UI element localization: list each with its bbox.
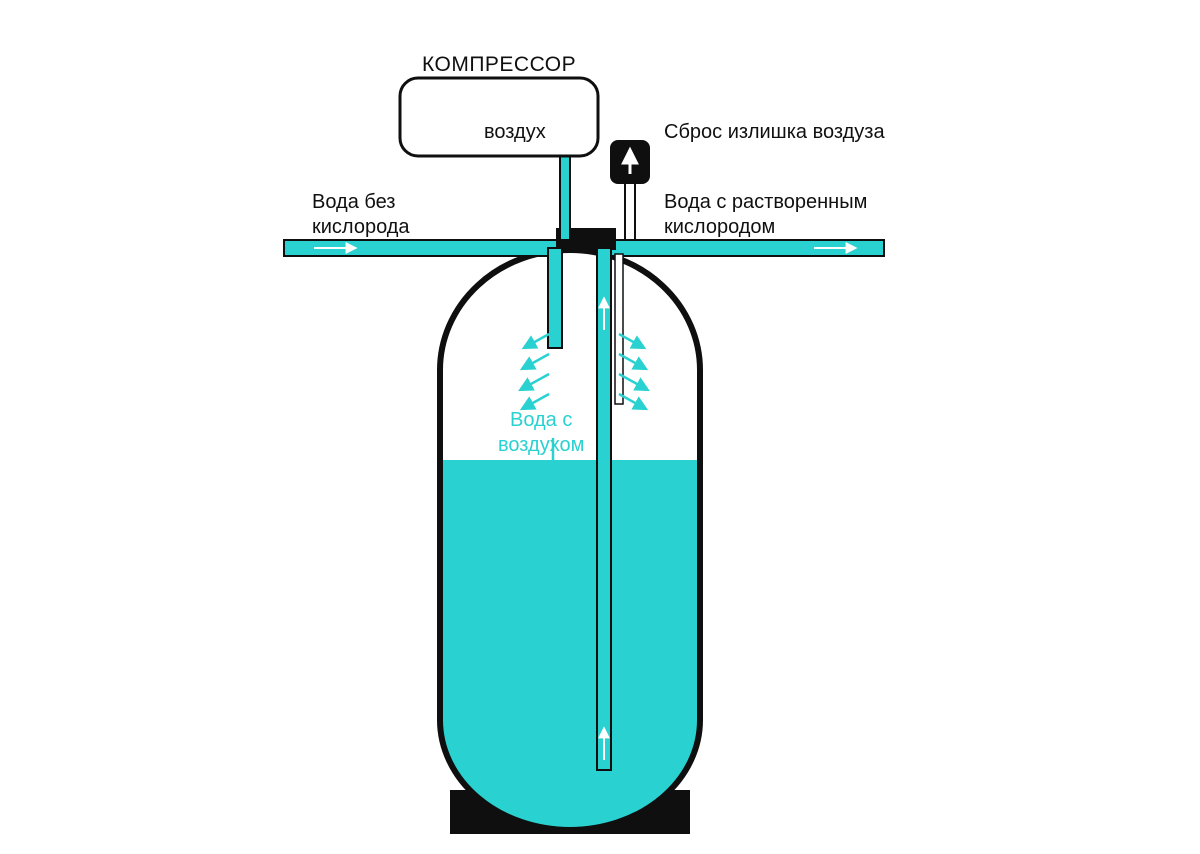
compressor-title: КОМПРЕССОР — [422, 52, 576, 78]
inlet-label: Вода без кислорода — [312, 190, 410, 240]
outlet-label: Вода с растворенным кислородом — [664, 190, 867, 240]
air-label: воздух — [484, 120, 546, 145]
air-release-label: Сброс излишка воздуза — [664, 120, 885, 145]
water-with-air-label: Вода с воздухом — [498, 408, 584, 458]
spray-arrow-0 — [526, 334, 549, 347]
spray-arrow-1 — [524, 354, 549, 368]
air-release-inner-tube — [615, 254, 623, 404]
spray-arrow-2 — [522, 374, 549, 389]
spray-arrow-3 — [524, 394, 549, 408]
inlet-drop-pipe — [548, 248, 562, 348]
